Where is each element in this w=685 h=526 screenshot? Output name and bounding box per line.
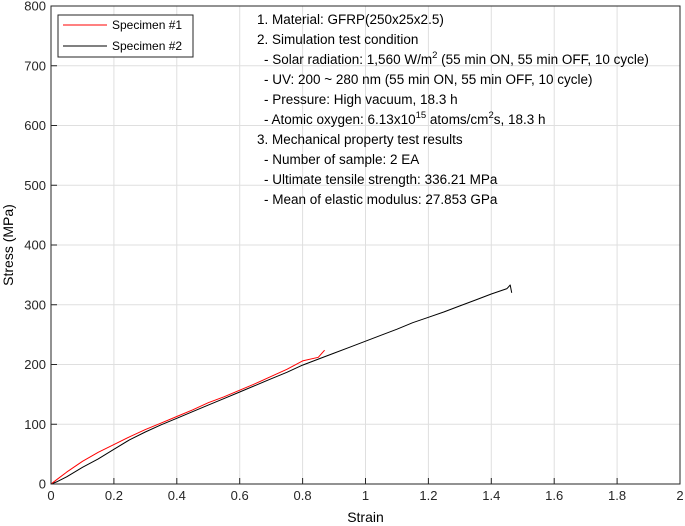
x-tick-label: 0 <box>47 488 54 503</box>
x-tick-label: 0.6 <box>231 488 249 503</box>
series-line-specimen-2 <box>50 284 513 485</box>
y-tick-label: 600 <box>24 118 46 133</box>
x-tick-label: 1.4 <box>482 488 500 503</box>
annotation-line: 2. Simulation test condition <box>257 32 418 48</box>
legend-box <box>57 14 194 58</box>
x-tick-label: 1.2 <box>419 488 437 503</box>
x-tick-label: 1 <box>362 488 369 503</box>
annotation-text: - Solar radiation: 1,560 W/m <box>264 52 433 67</box>
x-tick-label: 0.8 <box>294 488 312 503</box>
annotation-text: atoms/cm <box>426 112 489 127</box>
legend: Specimen #1 Specimen #2 <box>57 14 194 58</box>
annotation-text: - Atomic oxygen: 6.13x10 <box>264 112 416 127</box>
tick-labels: 0 0.2 0.4 0.6 0.8 1 1.2 1.4 1.6 1.8 2 0 100 200 300 400… <box>24 0 683 503</box>
annotation-text: - Ultimate tensile strength: 336.21 MPa <box>264 172 498 187</box>
y-tick-label: 200 <box>24 357 46 372</box>
annotation-text: (55 min ON, 55 min OFF, 10 cycle) <box>437 52 649 67</box>
annotation-line: - Number of sample: 2 EA <box>264 152 419 168</box>
y-tick-label: 700 <box>24 58 46 73</box>
annotation-line: - Mean of elastic modulus: 27.853 GPa <box>264 192 497 208</box>
annotation-line: - Atomic oxygen: 6.13x1015 atoms/cm2s, 1… <box>264 110 546 128</box>
annotation-superscript: 2 <box>432 50 438 61</box>
y-tick-label: 400 <box>24 238 46 253</box>
series-group <box>50 284 513 485</box>
annotation-superscript: 15 <box>415 110 427 121</box>
annotation-line: 3. Mechanical property test results <box>257 132 463 148</box>
y-tick-label: 300 <box>24 297 46 312</box>
legend-label-specimen-2: Specimen #2 <box>112 39 182 53</box>
legend-label-specimen-1: Specimen #1 <box>112 18 182 32</box>
annotation-superscript: 2 <box>488 110 494 121</box>
y-tick-label: 500 <box>24 178 46 193</box>
annotation-line: - Ultimate tensile strength: 336.21 MPa <box>264 172 497 188</box>
x-tick-label: 0.2 <box>105 488 123 503</box>
annotation-text: s, 18.3 h <box>493 112 546 127</box>
annotation-line: - Pressure: High vacuum, 18.3 h <box>264 92 458 108</box>
x-tick-label: 1.6 <box>545 488 563 503</box>
annotation-text: - Mean of elastic modulus: 27.853 GPa <box>264 192 498 207</box>
x-axis-label: Strain <box>347 509 384 525</box>
series-line-specimen-1 <box>50 349 325 485</box>
annotation-line: 1. Material: GFRP(250x25x2.5) <box>257 12 444 28</box>
annotation-text: - Number of sample: 2 EA <box>264 152 420 167</box>
y-tick-label: 100 <box>24 417 46 432</box>
ticks <box>50 5 681 485</box>
annotation-line: - Solar radiation: 1,560 W/m2 (55 min ON… <box>264 50 649 68</box>
annotation-line: - UV: 200 ~ 280 nm (55 min ON, 55 min OF… <box>264 72 593 88</box>
annotation-text: - Pressure: High vacuum, 18.3 h <box>264 92 458 107</box>
annotation-text: 3. Mechanical property test results <box>257 132 463 147</box>
y-axis-label: Stress (MPa) <box>0 204 16 286</box>
x-tick-label: 1.8 <box>608 488 626 503</box>
annotation-text: - UV: 200 ~ 280 nm (55 min ON, 55 min OF… <box>264 72 593 87</box>
x-tick-label: 0.4 <box>168 488 186 503</box>
annotation-text: 1. Material: GFRP(250x25x2.5) <box>257 12 444 27</box>
x-tick-label: 2 <box>676 488 683 503</box>
annotation-text: 2. Simulation test condition <box>257 32 419 47</box>
y-tick-label: 0 <box>39 477 46 492</box>
y-tick-label: 800 <box>24 0 46 14</box>
